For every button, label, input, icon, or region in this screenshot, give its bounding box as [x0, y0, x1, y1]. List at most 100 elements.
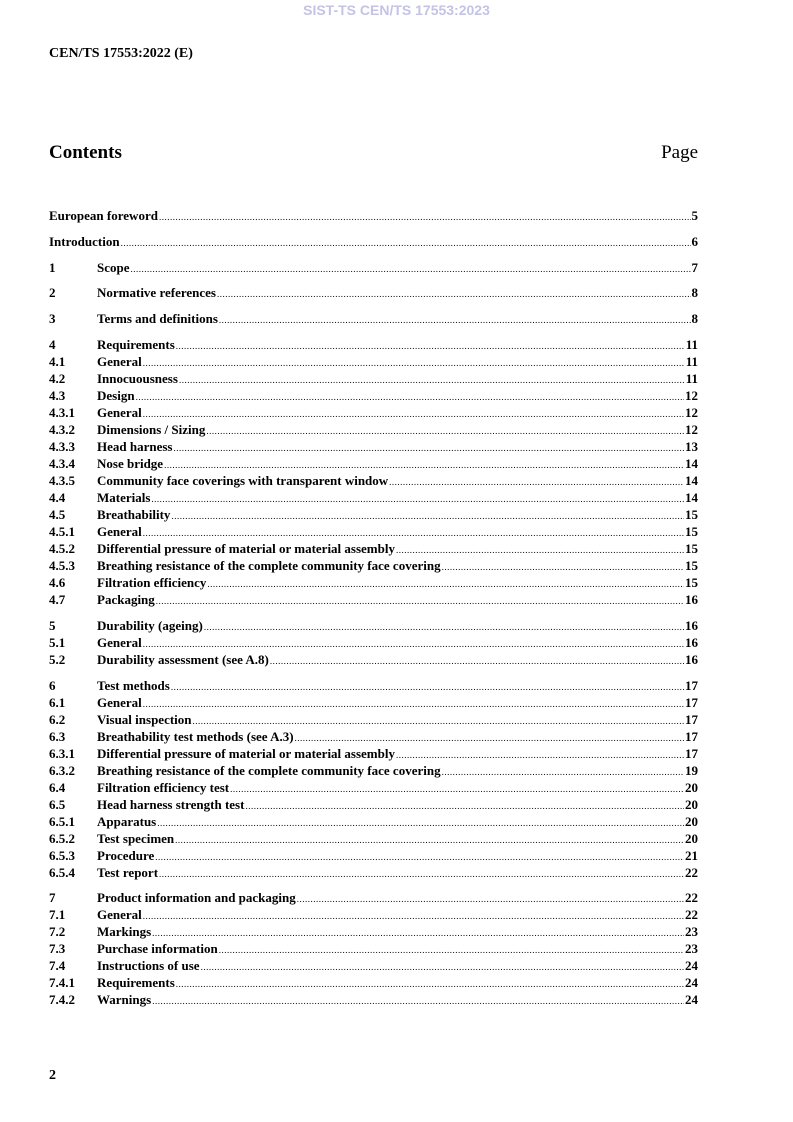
toc-entry[interactable]: 6.5.4 Test report 22 — [49, 864, 698, 881]
toc-entry[interactable]: 4.3.2 Dimensions / Sizing 12 — [49, 421, 698, 438]
toc-entry-title: Breathability test methods (see A.3) — [97, 728, 294, 744]
toc-entry[interactable]: 4.5.2 Differential pressure of material o… — [49, 540, 698, 557]
toc-leader-dots — [396, 542, 684, 557]
toc-entry[interactable]: 5.2 Durability assessment (see A.8) 16 — [49, 651, 698, 668]
toc-entry-page: 12 — [685, 404, 698, 420]
toc-entry-title: Product information and packaging — [97, 890, 296, 906]
toc-entry[interactable]: 6.5.1 Apparatus 20 — [49, 813, 698, 830]
toc-entry[interactable]: European foreword 5 — [49, 207, 698, 224]
toc-entry[interactable]: 7.4.1 Requirements 24 — [49, 974, 698, 991]
toc-entry[interactable]: 4.7 Packaging 16 — [49, 591, 698, 608]
toc-entry[interactable]: 4.3.4 Nose bridge 14 — [49, 455, 698, 472]
toc-entry-number: 6.5.4 — [49, 864, 75, 880]
toc-entry[interactable]: 4.4 Materials 14 — [49, 489, 698, 506]
toc-entry-page: 5 — [691, 208, 699, 223]
toc-leader-dots — [171, 679, 684, 694]
toc-leader-dots — [389, 474, 684, 489]
toc-entry-page: 14 — [685, 489, 698, 505]
toc-entry[interactable]: 6.3.2 Breathing resistance of the complet… — [49, 762, 698, 779]
toc-leader-dots — [143, 355, 685, 370]
toc-entry-page: 24 — [685, 975, 698, 991]
toc-entry[interactable]: 5.1 General 16 — [49, 634, 698, 651]
toc-entry-title: Purchase information — [97, 941, 218, 957]
toc-entry[interactable]: 6.3 Breathability test methods (see A.3) 1… — [49, 728, 698, 745]
toc-entry[interactable]: 7 Product information and packaging 22 — [49, 889, 698, 906]
toc-entry-title: General — [97, 634, 142, 650]
toc-entry-number: 6.1 — [49, 694, 66, 710]
toc-entry[interactable]: 4.5.1 General 15 — [49, 523, 698, 540]
page-column-heading: Page — [661, 142, 698, 163]
table-of-contents: European foreword 5 Introduction 6 1 Scope 7 2 N… — [49, 207, 698, 1017]
toc-leader-dots — [193, 713, 684, 728]
toc-entry[interactable]: 6.5.3 Procedure 21 — [49, 847, 698, 864]
toc-entry-title: European foreword — [49, 208, 158, 223]
toc-entry[interactable]: 6.5.2 Test specimen 20 — [49, 830, 698, 847]
toc-entry[interactable]: 6 Test methods 17 — [49, 677, 698, 694]
toc-entry[interactable]: 4.2 Innocuousness 11 — [49, 370, 698, 387]
toc-entry[interactable]: 4.6 Filtration efficiency 15 — [49, 574, 698, 591]
toc-entry-number: 4.3.1 — [49, 404, 75, 420]
toc-group: 6 Test methods 17 6.1 General 17 6.2 Visual ins… — [49, 677, 698, 881]
toc-entry[interactable]: 4 Requirements 11 — [49, 336, 698, 353]
toc-leader-dots — [176, 976, 684, 991]
toc-entry[interactable]: 6.4 Filtration efficiency test 20 — [49, 779, 698, 796]
toc-entry-title: Packaging — [97, 591, 155, 607]
toc-entry[interactable]: 4.1 General 11 — [49, 353, 698, 370]
toc-entry-page: 24 — [685, 992, 698, 1008]
toc-entry[interactable]: 2 Normative references 8 — [49, 284, 698, 301]
toc-entry-title: General — [97, 907, 142, 923]
toc-leader-dots — [155, 849, 684, 864]
toc-entry[interactable]: Introduction 6 — [49, 233, 698, 250]
toc-entry-page: 20 — [685, 813, 698, 829]
toc-entry[interactable]: 6.2 Visual inspection 17 — [49, 711, 698, 728]
toc-entry-number: 6.5.3 — [49, 847, 75, 863]
toc-entry-page: 21 — [685, 847, 698, 863]
toc-entry[interactable]: 6.5 Head harness strength test 20 — [49, 796, 698, 813]
toc-entry-page: 15 — [685, 557, 698, 573]
toc-entry-title: Normative references — [97, 285, 216, 301]
toc-leader-dots — [151, 491, 684, 506]
toc-entry-title: Test report — [97, 864, 159, 880]
toc-entry-title: Apparatus — [97, 813, 157, 829]
toc-entry[interactable]: 1 Scope 7 — [49, 259, 698, 276]
toc-leader-dots — [270, 653, 684, 668]
toc-leader-dots — [143, 406, 684, 421]
toc-entry-number: 6.5.1 — [49, 813, 75, 829]
toc-entry-page: 12 — [685, 387, 698, 403]
toc-entry[interactable]: 4.3 Design 12 — [49, 387, 698, 404]
toc-entry[interactable]: 7.2 Markings 23 — [49, 923, 698, 940]
toc-entry[interactable]: 7.1 General 22 — [49, 906, 698, 923]
toc-entry[interactable]: 6.3.1 Differential pressure of material o… — [49, 745, 698, 762]
toc-entry[interactable]: 7.4 Instructions of use 24 — [49, 957, 698, 974]
toc-entry-page: 24 — [685, 958, 698, 974]
toc-entry[interactable]: 3 Terms and definitions 8 — [49, 310, 698, 327]
toc-entry-number: 5 — [49, 617, 56, 633]
toc-entry-page: 19 — [685, 762, 698, 778]
toc-entry-title: Scope — [97, 259, 130, 275]
toc-entry[interactable]: 4.3.1 General 12 — [49, 404, 698, 421]
toc-entry-title: Durability (ageing) — [97, 617, 203, 633]
toc-entry-title: Design — [97, 387, 135, 403]
toc-entry-page: 17 — [685, 677, 698, 693]
toc-entry[interactable]: 4.5.3 Breathing resistance of the complet… — [49, 557, 698, 574]
toc-entry-page: 17 — [685, 711, 698, 727]
toc-group: European foreword 5 — [49, 207, 698, 224]
toc-entry[interactable]: 6.1 General 17 — [49, 694, 698, 711]
toc-entry-number: 4 — [49, 336, 56, 352]
toc-entry[interactable]: 7.4.2 Warnings 24 — [49, 991, 698, 1008]
toc-leader-dots — [219, 312, 691, 327]
toc-entry-page: 11 — [685, 353, 698, 369]
toc-group: 3 Terms and definitions 8 — [49, 310, 698, 327]
toc-entry[interactable]: 5 Durability (ageing) 16 — [49, 617, 698, 634]
toc-entry[interactable]: 4.3.3 Head harness 13 — [49, 438, 698, 455]
toc-entry-page: 12 — [685, 421, 698, 437]
toc-entry[interactable]: 4.5 Breathability 15 — [49, 506, 698, 523]
toc-entry-number: 6.4 — [49, 779, 66, 795]
toc-entry-number: 6 — [49, 677, 56, 693]
toc-entry[interactable]: 4.3.5 Community face coverings with trans… — [49, 472, 698, 489]
page-number: 2 — [49, 1068, 56, 1083]
toc-entry-title: General — [97, 523, 142, 539]
toc-leader-dots — [442, 559, 684, 574]
toc-leader-dots — [230, 781, 684, 796]
toc-entry[interactable]: 7.3 Purchase information 23 — [49, 940, 698, 957]
